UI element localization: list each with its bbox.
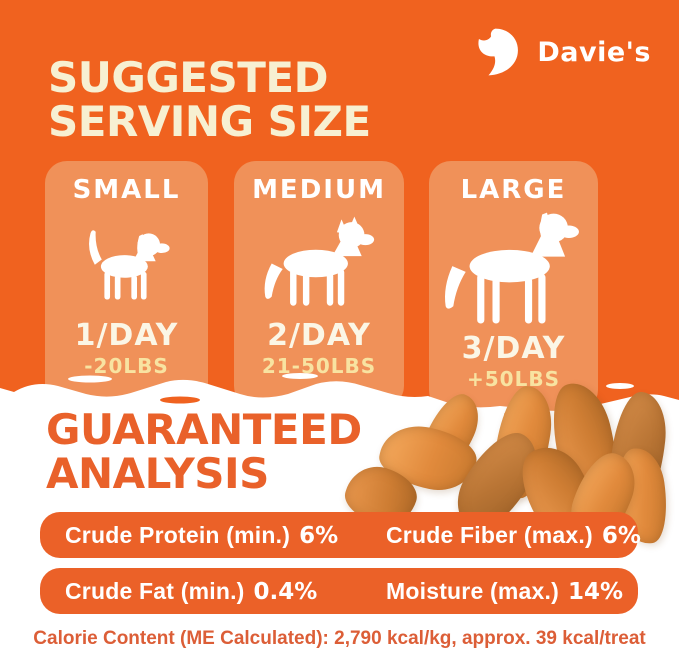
small-dog-icon [88, 230, 170, 300]
card-size-label: SMALL [72, 175, 181, 205]
card-size-label: MEDIUM [252, 175, 386, 205]
nutrient-label: Moisture (max.) [386, 577, 559, 604]
serving-card-large: LARGE 3/DA [429, 161, 598, 412]
calorie-content-note: Calorie Content (ME Calculated): 2,790 k… [33, 628, 646, 649]
nutrient-label: Crude Fiber (max.) [386, 521, 593, 548]
dog-illustration-wrap [234, 205, 404, 321]
serving-card-medium: MEDIUM [234, 161, 404, 408]
nutrient-value: 6% [601, 522, 641, 549]
analysis-row-2: Crude Fat (min.) 0.4% Moisture (max.) 14… [40, 568, 638, 614]
brand-name: Davie's [537, 36, 651, 68]
page-title-line2: SERVING SIZE [48, 96, 371, 146]
card-size-label: LARGE [460, 175, 567, 205]
dose-per-day: 3/DAY [461, 331, 566, 366]
nutrient-crude-fat: Crude Fat (min.) 0.4% [65, 578, 317, 605]
medium-dog-icon [264, 216, 375, 306]
nutrient-crude-fiber: Crude Fiber (max.) 6% [386, 521, 641, 549]
nutrient-crude-protein: Crude Protein (min.) 6% [65, 522, 338, 549]
nutrient-label: Crude Fat (min.) [65, 577, 245, 604]
analysis-row-1: Crude Protein (min.) 6% Crude Fiber (max… [40, 512, 641, 558]
nutrient-value: 14% [567, 578, 624, 605]
dog-illustration-wrap [45, 205, 208, 321]
davies-logo-icon [478, 28, 519, 76]
page-title: SUGGESTED SERVING SIZE [48, 56, 371, 143]
page-title-line1: SUGGESTED [48, 53, 328, 102]
large-dog-icon [444, 212, 579, 324]
analysis-title-line1: GUARANTEED [46, 405, 362, 454]
nutrient-moisture: Moisture (max.) 14% [386, 578, 638, 605]
brand-lockup: Davie's [472, 26, 651, 78]
dose-per-day: 2/DAY [267, 318, 371, 353]
analysis-title: GUARANTEED ANALYSIS [46, 405, 362, 499]
analysis-title-line2: ANALYSIS [46, 449, 269, 499]
serving-card-small: SMALL 1/DA [45, 161, 208, 408]
nutrient-value: 0.4% [253, 578, 318, 605]
dose-per-day: 1/DAY [74, 318, 179, 353]
weight-range: 21-50LBS [261, 354, 377, 378]
nutrient-value: 6% [299, 522, 339, 549]
dog-illustration-wrap [429, 205, 598, 334]
weight-range: -20LBS [84, 354, 169, 378]
nutrient-label: Crude Protein (min.) [65, 521, 291, 548]
